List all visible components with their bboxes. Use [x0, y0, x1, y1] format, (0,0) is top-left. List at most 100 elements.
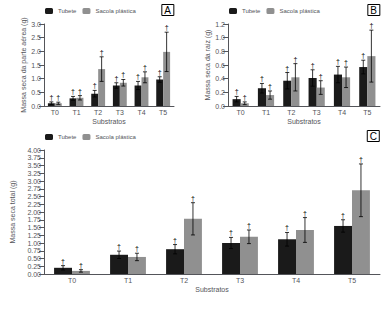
svg-text:T1: T1 [262, 109, 270, 116]
svg-text:†: † [361, 52, 365, 59]
svg-text:2.0: 2.0 [31, 48, 41, 55]
svg-text:†: † [158, 69, 162, 76]
svg-text:Substratos: Substratos [195, 286, 229, 293]
svg-text:†: † [71, 88, 75, 95]
svg-text:2.25: 2.25 [27, 201, 41, 208]
svg-text:†: † [341, 212, 345, 219]
svg-text:T1: T1 [124, 277, 132, 284]
svg-text:Tubete: Tubete [58, 8, 77, 14]
svg-text:†: † [369, 22, 373, 29]
svg-text:†: † [260, 75, 264, 82]
svg-text:T1: T1 [72, 109, 80, 116]
svg-text:†: † [165, 24, 169, 31]
svg-text:0.5: 0.5 [31, 89, 41, 96]
svg-text:1.2: 1.2 [215, 21, 225, 28]
svg-text:Massa seca total (g): Massa seca total (g) [9, 180, 17, 243]
svg-text:1.5: 1.5 [31, 62, 41, 69]
svg-text:T4: T4 [292, 277, 300, 284]
svg-text:†: † [56, 94, 60, 101]
svg-text:B: B [370, 5, 377, 16]
svg-text:0.0: 0.0 [31, 103, 41, 110]
svg-text:T2: T2 [287, 109, 295, 116]
svg-text:T0: T0 [51, 109, 59, 116]
svg-text:T0: T0 [237, 109, 245, 116]
svg-text:T0: T0 [68, 277, 76, 284]
svg-text:†: † [143, 64, 147, 71]
svg-text:Sacola plástica: Sacola plástica [95, 134, 136, 140]
svg-text:Massa seca da parte aérea (g): Massa seca da parte aérea (g) [20, 17, 28, 112]
svg-text:†: † [303, 210, 307, 217]
svg-text:T2: T2 [180, 277, 188, 284]
svg-text:†: † [344, 59, 348, 66]
svg-text:†: † [235, 88, 239, 95]
svg-text:2.50: 2.50 [27, 193, 41, 200]
svg-text:1.75: 1.75 [27, 216, 41, 223]
svg-text:T3: T3 [116, 109, 124, 116]
svg-text:2.5: 2.5 [31, 34, 41, 41]
svg-text:†: † [136, 73, 140, 80]
svg-text:†: † [336, 58, 340, 65]
svg-text:Substratos: Substratos [287, 118, 321, 125]
svg-text:0.0: 0.0 [215, 103, 225, 110]
svg-text:†: † [243, 94, 247, 101]
svg-text:†: † [229, 229, 233, 236]
svg-text:†: † [285, 65, 289, 72]
svg-text:T4: T4 [338, 109, 346, 116]
svg-text:†: † [191, 195, 195, 202]
svg-text:†: † [93, 82, 97, 89]
svg-text:0.50: 0.50 [27, 255, 41, 262]
svg-text:3.00: 3.00 [27, 178, 41, 185]
svg-text:†: † [100, 49, 104, 56]
svg-text:3.0: 3.0 [31, 21, 41, 28]
svg-text:†: † [285, 224, 289, 231]
svg-text:†: † [319, 73, 323, 80]
svg-text:0.25: 0.25 [27, 263, 41, 270]
svg-text:†: † [173, 237, 177, 244]
svg-text:2.00: 2.00 [27, 209, 41, 216]
svg-text:2.75: 2.75 [27, 185, 41, 192]
svg-text:†: † [61, 258, 65, 265]
svg-text:Sacola plástica: Sacola plástica [95, 8, 136, 14]
svg-text:†: † [268, 83, 272, 90]
svg-text:Substratos: Substratos [92, 118, 126, 125]
svg-text:1.50: 1.50 [27, 224, 41, 231]
svg-text:T4: T4 [137, 109, 145, 116]
svg-text:†: † [79, 262, 83, 269]
svg-text:†: † [49, 94, 53, 101]
svg-text:†: † [121, 71, 125, 78]
svg-text:T3: T3 [236, 277, 244, 284]
svg-text:†: † [78, 88, 82, 95]
svg-text:0.00: 0.00 [27, 271, 41, 278]
svg-text:†: † [114, 75, 118, 82]
svg-text:0.75: 0.75 [27, 247, 41, 254]
svg-text:T3: T3 [313, 109, 321, 116]
svg-text:Tubete: Tubete [242, 8, 261, 14]
svg-text:3.75: 3.75 [27, 154, 41, 161]
svg-text:†: † [293, 56, 297, 63]
svg-text:1.00: 1.00 [27, 240, 41, 247]
svg-text:A: A [164, 5, 171, 16]
svg-text:1.25: 1.25 [27, 232, 41, 239]
svg-text:0.6: 0.6 [215, 62, 225, 69]
svg-text:T5: T5 [363, 109, 371, 116]
svg-text:1.0: 1.0 [31, 75, 41, 82]
svg-text:†: † [311, 62, 315, 69]
svg-text:3.25: 3.25 [27, 170, 41, 177]
svg-text:1.0: 1.0 [215, 34, 225, 41]
svg-text:C: C [370, 131, 377, 142]
svg-text:0.4: 0.4 [215, 75, 225, 82]
svg-text:†: † [135, 245, 139, 252]
svg-text:T2: T2 [94, 109, 102, 116]
svg-text:T5: T5 [348, 277, 356, 284]
svg-text:†: † [247, 222, 251, 229]
svg-text:Massa seca da raiz (g): Massa seca da raiz (g) [204, 30, 212, 101]
svg-text:Tubete: Tubete [58, 134, 77, 140]
svg-text:4.00: 4.00 [27, 147, 41, 154]
svg-text:0.2: 0.2 [215, 89, 225, 96]
svg-text:†: † [359, 156, 363, 163]
svg-text:0.8: 0.8 [215, 48, 225, 55]
svg-text:Sacola plástica: Sacola plástica [279, 8, 320, 14]
svg-text:†: † [117, 243, 121, 250]
svg-text:T5: T5 [159, 109, 167, 116]
svg-text:3.50: 3.50 [27, 162, 41, 169]
